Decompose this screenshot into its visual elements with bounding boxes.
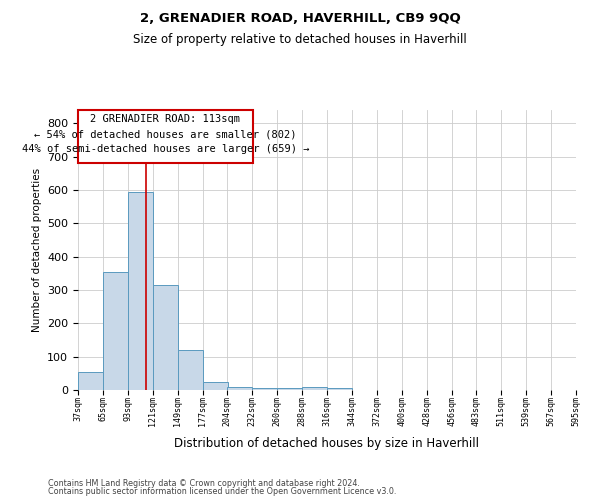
Text: Contains HM Land Registry data © Crown copyright and database right 2024.: Contains HM Land Registry data © Crown c… [48, 478, 360, 488]
Text: 2 GRENADIER ROAD: 113sqm: 2 GRENADIER ROAD: 113sqm [91, 114, 241, 124]
Bar [203, 382, 228, 390]
Bar [78, 372, 103, 390]
X-axis label: Distribution of detached houses by size in Haverhill: Distribution of detached houses by size … [175, 438, 479, 450]
Bar [327, 388, 352, 390]
Bar [153, 285, 178, 390]
Text: Size of property relative to detached houses in Haverhill: Size of property relative to detached ho… [133, 32, 467, 46]
Text: ← 54% of detached houses are smaller (802): ← 54% of detached houses are smaller (80… [34, 129, 297, 139]
Bar [128, 192, 153, 390]
Bar [103, 272, 128, 390]
Bar [178, 350, 203, 390]
Bar [277, 388, 302, 390]
Bar [302, 388, 327, 390]
Bar [252, 388, 277, 390]
Text: 2, GRENADIER ROAD, HAVERHILL, CB9 9QQ: 2, GRENADIER ROAD, HAVERHILL, CB9 9QQ [140, 12, 460, 26]
Text: Contains public sector information licensed under the Open Government Licence v3: Contains public sector information licen… [48, 487, 397, 496]
Y-axis label: Number of detached properties: Number of detached properties [32, 168, 41, 332]
Bar [227, 388, 252, 390]
Text: 44% of semi-detached houses are larger (659) →: 44% of semi-detached houses are larger (… [22, 144, 309, 154]
